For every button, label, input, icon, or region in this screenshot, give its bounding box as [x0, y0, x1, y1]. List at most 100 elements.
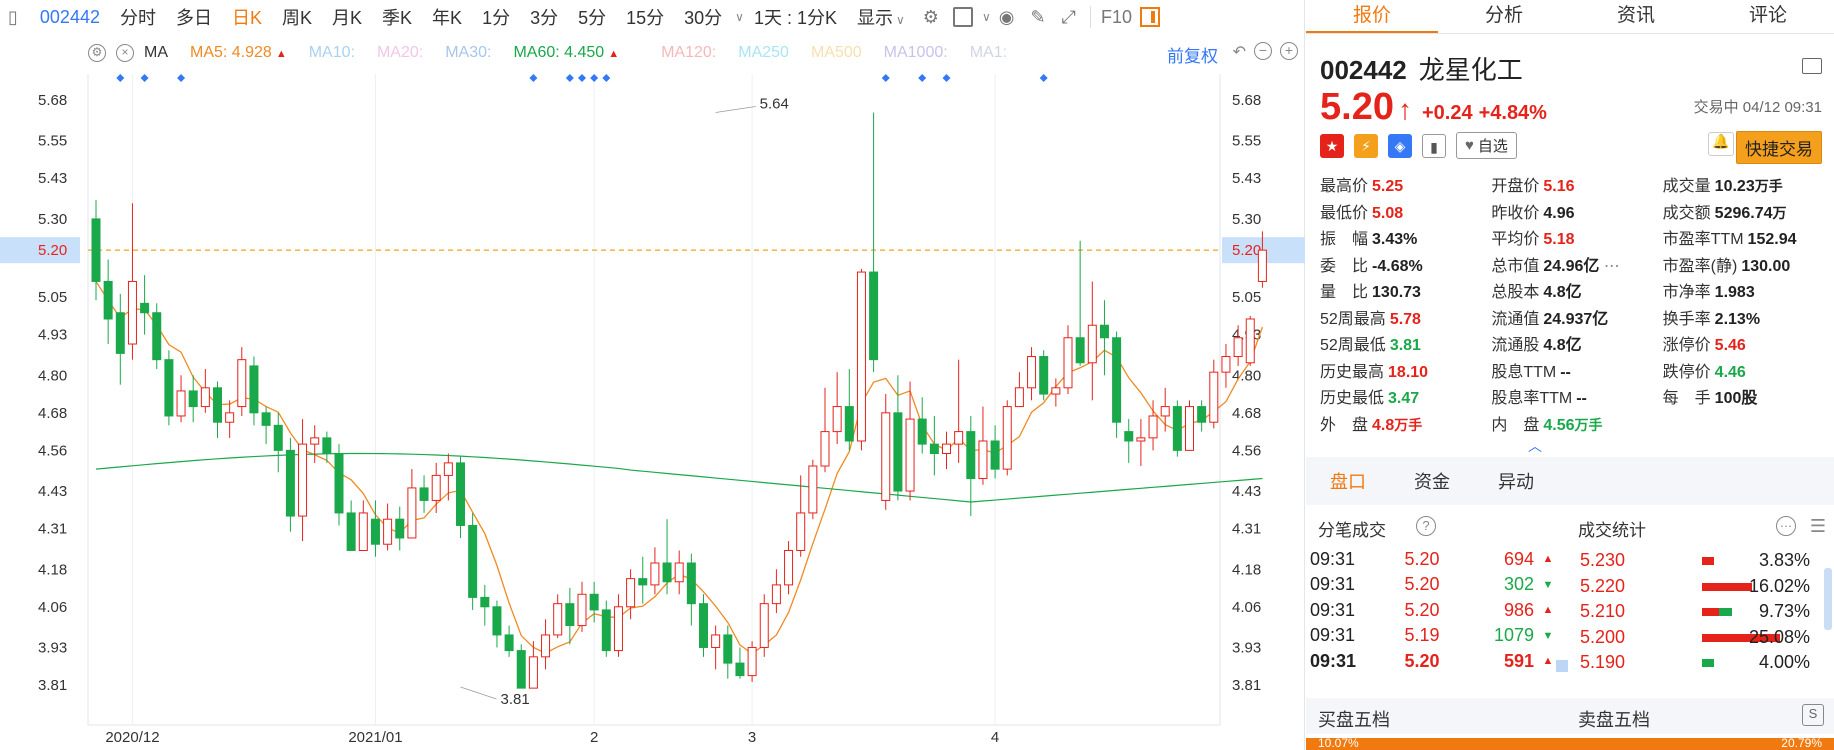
period-tab[interactable]: 季K — [382, 8, 413, 28]
quote-value: 5.08 — [1372, 205, 1403, 222]
quote-tab[interactable]: 分析 — [1484, 5, 1523, 26]
candle-body — [91, 218, 101, 282]
event-marker-icon — [565, 74, 574, 82]
quote-value: 5.16 — [1543, 178, 1574, 195]
fullscreen-icon[interactable]: ⤢ — [1061, 6, 1076, 27]
quote-cell: 换手率 2.13% — [1663, 305, 1834, 329]
candle-body — [1136, 437, 1146, 442]
panel-toggle-icon[interactable] — [1139, 7, 1160, 27]
quote-cell: 历史最高 18.10 — [1320, 358, 1491, 382]
tick-vol: 591 — [1503, 650, 1534, 671]
candle-body — [735, 662, 745, 677]
candle-body — [1075, 337, 1085, 364]
candle-body — [1233, 337, 1243, 358]
chart-zoom-controls: ↶ − + — [1233, 42, 1298, 62]
quote-cell: 振 幅 3.43% — [1320, 225, 1491, 249]
chevron-down-icon[interactable]: ∨ — [735, 10, 744, 24]
candle-body — [164, 359, 174, 417]
list-icon[interactable] — [1802, 58, 1822, 74]
quote-cell: 开盘价 5.16 — [1491, 172, 1662, 196]
chevron-down-icon[interactable]: ∨ — [981, 10, 991, 24]
lightning-icon[interactable]: ⚡ — [1354, 133, 1378, 158]
more-icon[interactable]: … — [1776, 516, 1796, 536]
zoom-out-icon[interactable]: − — [1254, 42, 1272, 60]
quote-row: 量 比 130.73 总股本 4.8亿 市净率 1.983 — [1320, 277, 1834, 304]
china-flag-icon[interactable]: ★ — [1320, 133, 1344, 158]
candle-body — [553, 603, 563, 636]
period-tab[interactable]: 1分 — [482, 8, 511, 28]
add-watchlist-button[interactable]: ♥ 自选 — [1456, 132, 1517, 159]
kline-svg[interactable]: 2020/12 2021/01 2 3 4 5.68 5.68 5.55 5.55 5.43 5.4… — [0, 0, 1305, 750]
tag-icon[interactable]: ◈ — [1388, 133, 1412, 158]
period-tab[interactable]: 分时 — [119, 8, 156, 28]
y-tick-label-right: 4.18 — [1232, 561, 1261, 578]
help-icon[interactable]: ? — [1416, 516, 1436, 536]
candle-body — [601, 609, 611, 652]
quote-cell: 历史最低 3.47 — [1320, 384, 1491, 408]
candle-body — [808, 465, 818, 514]
period-tab[interactable]: 周K — [282, 8, 313, 28]
sidebar-toggle-icon[interactable]: ▯ — [8, 6, 18, 27]
stock-tag-icons: ★ ⚡ ◈ ▮ ♥ 自选 — [1320, 132, 1517, 159]
undo-icon[interactable]: ↶ — [1232, 44, 1246, 61]
quote-tab[interactable]: 评论 — [1748, 5, 1787, 26]
bell-icon[interactable]: 🔔 — [1708, 132, 1734, 156]
quote-label: 股息TTM — [1491, 363, 1557, 381]
heart-icon: ♥ — [1465, 137, 1474, 154]
quote-value-number: 1.983 — [1714, 284, 1755, 302]
quote-row: 外 盘 4.8万手内 盘 4.56万手 — [1320, 410, 1834, 437]
period-tab[interactable]: 年K — [432, 8, 463, 28]
square-icon[interactable] — [952, 7, 973, 27]
stat-bar-green — [1702, 659, 1715, 668]
detail-tab[interactable]: 资金 — [1414, 472, 1450, 492]
stat-price: 5.210 — [1580, 601, 1626, 622]
quote-label: 流通股 — [1491, 337, 1540, 355]
chevron-up-icon[interactable]: ︿ — [1528, 438, 1542, 454]
display-menu[interactable]: 显示 ∨ — [847, 4, 915, 30]
quick-trade-button[interactable]: 快捷交易 — [1736, 131, 1822, 164]
close-icon[interactable]: × — [116, 44, 134, 62]
quote-value: 4.8亿 — [1543, 284, 1581, 301]
multi-period-select[interactable]: 1天 : 1分K — [744, 4, 847, 30]
ma-label[interactable]: MA — [144, 44, 168, 61]
gear-icon[interactable]: ⚙ — [922, 6, 939, 27]
period-tab[interactable]: 多日 — [175, 8, 212, 28]
zoom-in-icon[interactable]: + — [1280, 42, 1298, 60]
adjust-mode-button[interactable]: 前复权 — [1167, 47, 1218, 66]
camera-icon[interactable]: ◉ — [998, 6, 1015, 27]
period-tab[interactable]: 5分 — [578, 8, 607, 28]
quote-value-number: 24.937亿 — [1543, 310, 1609, 328]
quote-cell: 流通股 4.8亿 — [1491, 331, 1662, 355]
quote-label: 涨停价 — [1662, 337, 1711, 355]
period-tab[interactable]: 月K — [332, 8, 363, 28]
quote-value-number: 3.47 — [1388, 390, 1420, 408]
more-icon[interactable]: ⋯ — [1599, 257, 1620, 275]
period-tab[interactable]: 30分 — [684, 8, 723, 28]
stock-name: 龙星化工 — [1418, 55, 1523, 85]
stat-pct: 9.73% — [1758, 601, 1810, 622]
detail-tab[interactable]: 盘口 — [1330, 472, 1366, 492]
quote-tab[interactable]: 资讯 — [1616, 5, 1655, 26]
f10-button[interactable]: F10 — [1100, 6, 1132, 27]
ma5-text: MA5: 4.928 — [190, 44, 272, 61]
bookmark-icon[interactable]: ▮ — [1422, 133, 1446, 158]
candle-body — [1209, 371, 1219, 423]
period-tab[interactable]: 日K — [231, 8, 262, 28]
list-icon[interactable]: ☰ — [1809, 516, 1826, 536]
detail-tab[interactable]: 异动 — [1498, 472, 1534, 492]
candle-body — [200, 387, 210, 408]
scroll-indicator[interactable] — [1556, 660, 1568, 672]
quote-value: 5.25 — [1372, 178, 1403, 195]
gear-icon[interactable]: ⚙ — [88, 44, 106, 62]
period-tab[interactable]: 3分 — [530, 8, 559, 28]
scrollbar[interactable] — [1824, 568, 1832, 630]
stock-code-link[interactable]: 002442 — [39, 6, 100, 27]
order-book-toggle-icon[interactable]: S — [1802, 704, 1824, 726]
pen-icon[interactable]: ✎ — [1030, 6, 1046, 27]
y-tick-label-left: 4.31 — [38, 521, 67, 538]
candle-body — [1087, 324, 1097, 364]
period-tab[interactable]: 15分 — [626, 8, 665, 28]
quote-value-number: 24.96亿 — [1543, 257, 1600, 275]
quote-tab[interactable]: 报价 — [1306, 0, 1438, 33]
candle-body — [565, 603, 575, 627]
